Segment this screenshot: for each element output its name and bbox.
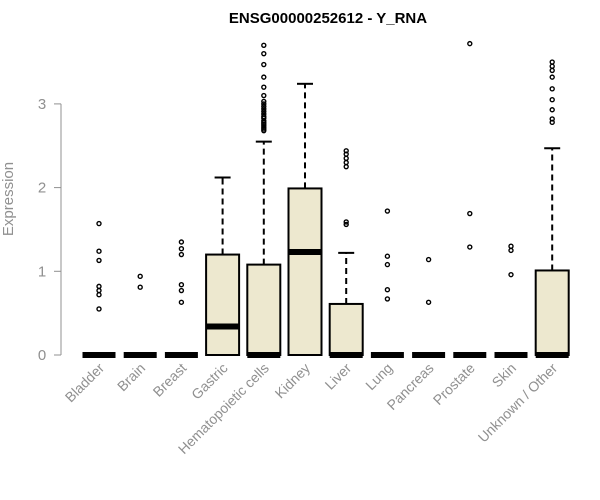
outlier-point (425, 256, 432, 263)
box-brain (123, 273, 157, 358)
box-liver (328, 148, 364, 358)
box-body (287, 187, 323, 356)
boxes-layer (82, 40, 570, 358)
box-body (534, 269, 570, 357)
box-gastric (205, 176, 241, 356)
outlier-point (549, 107, 555, 113)
y-axis-label: Expression (0, 162, 17, 236)
x-tick-label: Breast (150, 360, 190, 400)
outlier-point (549, 63, 555, 69)
outlier-point (508, 243, 514, 249)
box-lung (370, 208, 404, 358)
outlier-point (343, 163, 349, 170)
outlier-point (261, 108, 267, 115)
outlier-point (261, 111, 267, 117)
x-tick-label: Kidney (272, 360, 314, 402)
outlier-point (549, 74, 555, 80)
outlier-point (549, 86, 555, 92)
box-bladder (82, 220, 116, 358)
outlier-point (384, 287, 391, 293)
outlier-point (343, 219, 349, 225)
outlier-point (549, 67, 555, 74)
box-prostate (453, 40, 487, 358)
outlier-point (96, 283, 102, 290)
outlier-point (261, 50, 267, 57)
outlier-point (384, 296, 391, 302)
outlier-point (137, 284, 143, 290)
box-body (205, 253, 241, 356)
x-tick-label: Skin (489, 360, 520, 391)
outlier-point (343, 159, 349, 166)
outlier-point (343, 155, 349, 162)
x-tick-label: Prostate (430, 360, 478, 408)
y-tick-label: 2 (38, 180, 46, 197)
outlier-point (178, 251, 185, 258)
outlier-point (467, 40, 473, 47)
outlier-point (261, 74, 267, 80)
outlier-point (261, 84, 267, 90)
outlier-point (261, 92, 267, 99)
outlier-point (261, 103, 267, 110)
box-kidney (287, 82, 323, 356)
outlier-point (508, 247, 514, 254)
outlier-point (508, 271, 514, 278)
outlier-point (343, 148, 349, 154)
outlier-point (261, 98, 267, 105)
outlier-point (96, 257, 102, 264)
outlier-point (178, 299, 185, 305)
y-tick-label: 1 (38, 263, 46, 280)
outlier-point (261, 101, 267, 107)
chart-title: ENSG00000252612 - Y_RNA (229, 10, 427, 27)
outlier-point (178, 287, 185, 294)
box-hematopoietic-cells (246, 42, 282, 358)
y-tick-label: 0 (38, 347, 46, 364)
box-breast (164, 239, 198, 358)
outlier-point (261, 61, 267, 68)
outlier-point (137, 273, 143, 280)
box-unknown-other (534, 59, 570, 358)
outlier-point (549, 97, 555, 103)
outlier-point (178, 246, 185, 252)
outlier-point (384, 208, 391, 214)
outlier-point (261, 106, 267, 112)
outlier-point (261, 113, 267, 120)
y-tick-label: 3 (38, 96, 46, 113)
outlier-point (96, 248, 102, 254)
x-tick-label: Brain (114, 360, 148, 394)
outlier-point (549, 116, 555, 122)
outlier-point (261, 42, 267, 49)
outlier-point (467, 210, 473, 217)
box-body (246, 263, 282, 357)
outlier-point (178, 239, 185, 245)
outlier-point (96, 220, 102, 227)
box-skin (494, 243, 528, 358)
outlier-point (384, 261, 391, 268)
outlier-point (467, 244, 473, 250)
outlier-point (343, 221, 349, 228)
outlier-point (425, 299, 432, 305)
box-pancreas (412, 256, 446, 358)
outlier-point (384, 253, 391, 259)
x-tick-label: Liver (322, 360, 355, 393)
x-tick-label: Lung (362, 360, 395, 393)
outlier-point (549, 59, 555, 65)
box-body (328, 302, 364, 356)
outlier-point (178, 281, 185, 288)
outlier-point (96, 287, 102, 294)
x-tick-label: Bladder (62, 360, 108, 406)
outlier-point (96, 306, 102, 312)
outlier-point (96, 292, 102, 298)
y-axis: 0 1 2 3 (38, 96, 62, 364)
